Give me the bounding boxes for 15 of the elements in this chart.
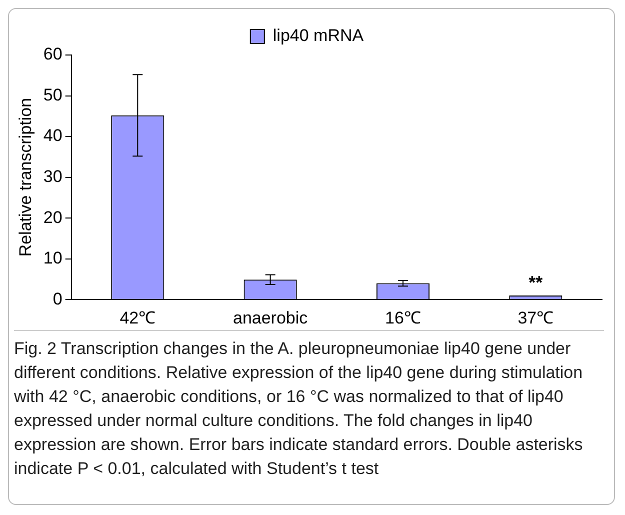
y-tick-label: 0 [52, 289, 62, 308]
y-tick-label: 40 [43, 126, 62, 146]
y-tick-label: 10 [43, 248, 62, 268]
legend-label: lip40 mRNA [272, 26, 364, 46]
x-tick-label: 37℃ [518, 308, 554, 328]
y-tick-label: 60 [43, 44, 62, 64]
x-tick-label: anaerobic [232, 308, 308, 328]
caption: Fig. 2 Transcription changes in the A. pleuropneumoniae lip40 gene under different conditions. Relative expression of the lip40 gene during stimulation with 42 °C, anaerobic conditions, or 16 °C was normalized to that of lip40 expressed under normal culture conditions. The fold changes in lip40 expression are shown. Error bars indicate standard errors. Double asterisks indicate P < 0.01, calculated with Student’s t test [14, 338, 584, 480]
y-tick-label: 30 [43, 166, 62, 186]
y-tick-label: 50 [43, 85, 62, 104]
annotation: ** [528, 272, 543, 292]
x-tick-label: 16℃ [385, 308, 421, 328]
y-axis-title: Relative transcription [16, 98, 35, 257]
y-tick-label: 20 [43, 208, 62, 227]
x-tick-label: 42℃ [120, 308, 156, 328]
